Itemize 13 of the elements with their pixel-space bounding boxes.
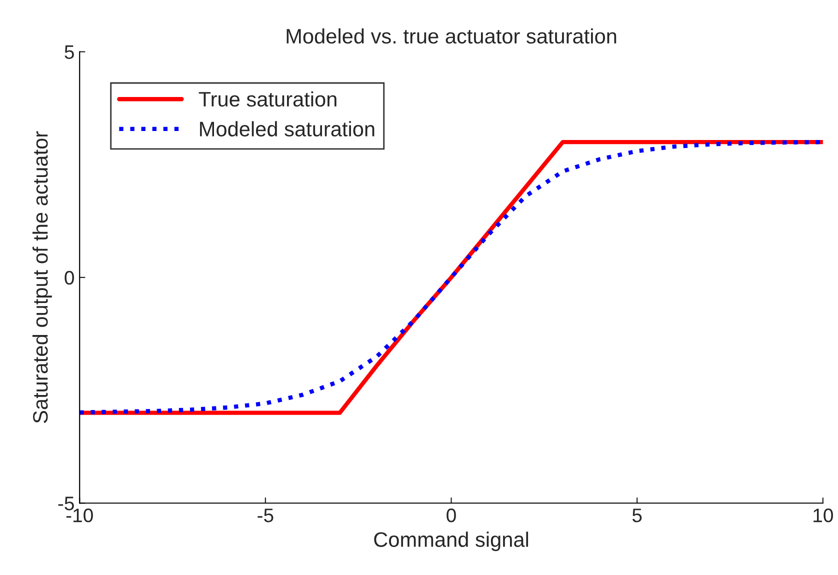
x-tick-label: -10 [66, 508, 93, 522]
legend-label: Modeled saturation [200, 121, 374, 136]
chart-title: Modeled vs. true actuator saturation [286, 28, 616, 44]
y-tick-label: 0 [64, 270, 74, 285]
x-tick-label: 0 [446, 508, 456, 522]
x-tick-label: 5 [632, 508, 642, 522]
y-tick-label: -5 [58, 496, 74, 510]
x-tick-label: -5 [258, 508, 274, 522]
x-tick-label: 10 [814, 508, 833, 522]
y-tick-label: 5 [64, 45, 74, 59]
legend-label: True saturation [198, 91, 336, 107]
y-axis-title: Saturated output of the actuator [32, 131, 52, 423]
x-axis-title: Command signal [374, 532, 528, 552]
